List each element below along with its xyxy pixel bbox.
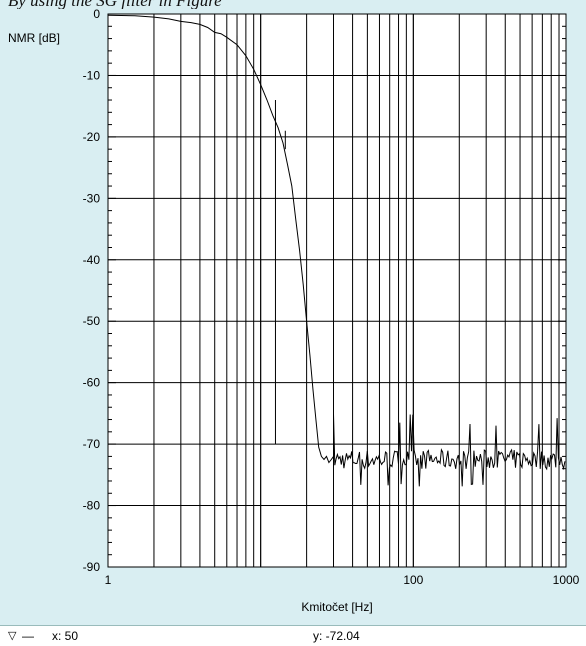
x-tick-label: 1000 (553, 573, 580, 587)
y-tick-label: -10 (83, 68, 101, 82)
top-caption: By using the SG filter in Figure (0, 0, 586, 9)
nmr-chart: 0 -10 -20 -30 -40 -50 -60 -70 -80 -90 1 100 1000 NMR… (8, 7, 580, 614)
y-tick-label: 0 (93, 7, 100, 21)
y-tick-label: -30 (83, 191, 101, 205)
x-tick-label: 100 (403, 573, 423, 587)
axis-ticks: 0 -10 -20 -30 -40 -50 -60 -70 -80 -90 1 100 1000 (83, 7, 580, 587)
y-tick-label: -70 (83, 437, 101, 451)
plot-area (107, 13, 567, 568)
status-bar: ▽ — x: 50 y: -72.04 (0, 625, 586, 646)
series-group (107, 14, 566, 487)
y-tick-label: -50 (83, 314, 101, 328)
noise-floor-trace (333, 414, 566, 487)
y-tick-label: -40 (83, 253, 101, 267)
y-tick-label: -60 (83, 376, 101, 390)
x-readout: x: 50 (52, 629, 79, 643)
response-curve (107, 14, 334, 464)
y-tick-label: -90 (83, 560, 101, 574)
y-tick-label: -20 (83, 130, 101, 144)
line-style-icon: — (22, 629, 34, 643)
marker-triangle-icon[interactable]: ▽ (8, 630, 17, 642)
x-tick-label: 1 (105, 573, 112, 587)
y-tick-label: -80 (83, 499, 101, 513)
x-axis-title: Kmitočet [Hz] (301, 600, 372, 614)
y-readout: y: -72.04 (313, 629, 360, 643)
y-axis-title: NMR [dB] (8, 31, 60, 45)
grid-lines (108, 14, 566, 567)
